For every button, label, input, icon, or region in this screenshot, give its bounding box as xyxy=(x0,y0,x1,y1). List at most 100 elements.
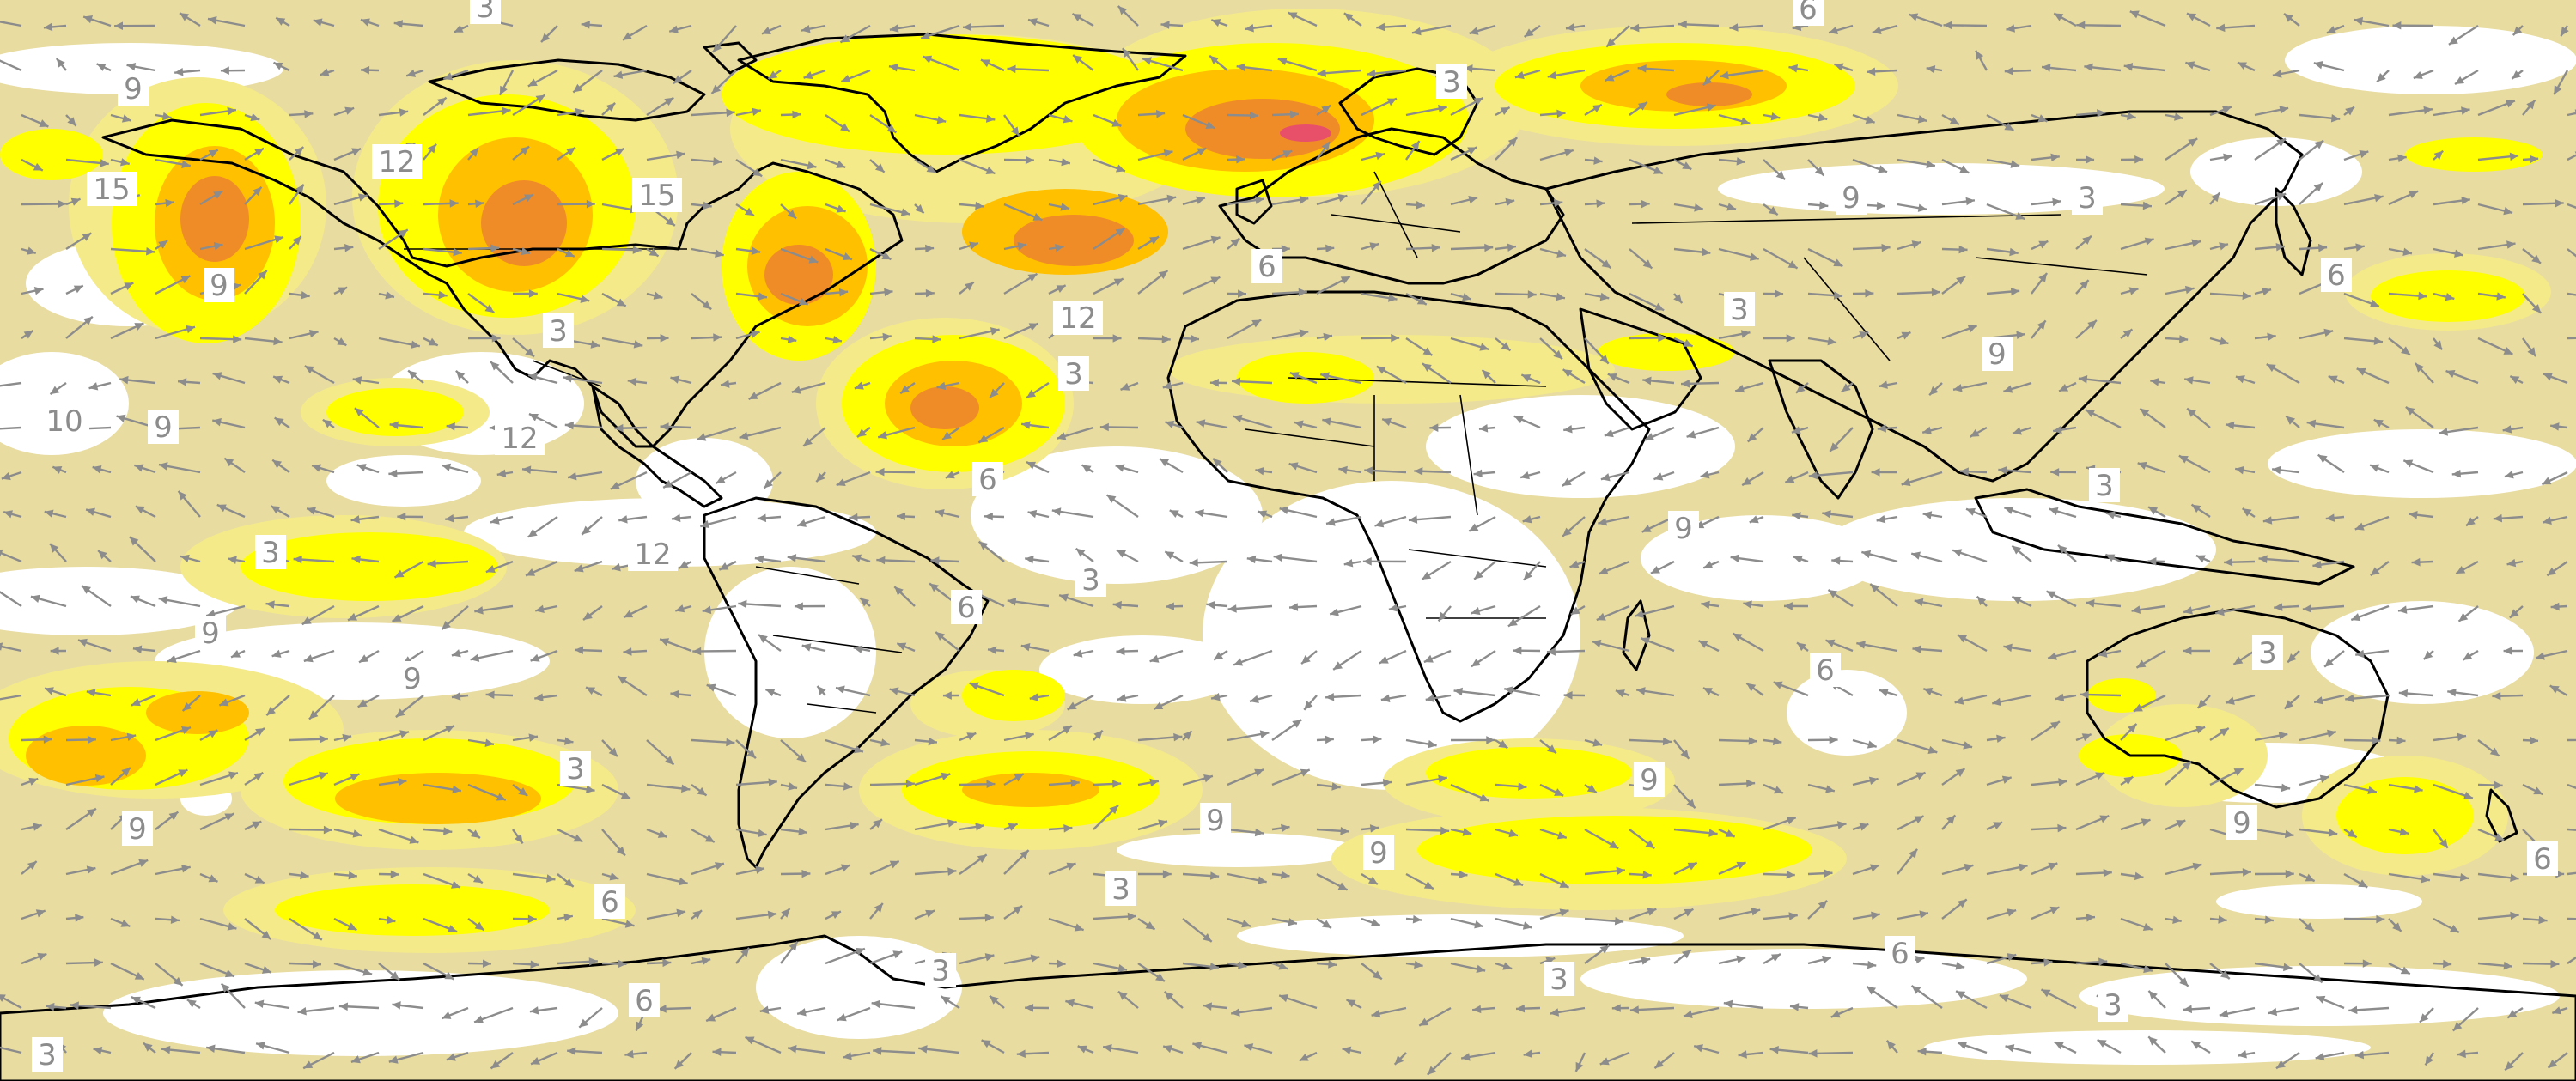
wind-arrow xyxy=(1718,779,1756,788)
wind-arrow xyxy=(1316,735,1334,744)
wind-arrow xyxy=(2567,203,2576,209)
wind-arrow xyxy=(601,917,635,928)
wind-arrow xyxy=(289,917,323,941)
wind-arrow xyxy=(1720,69,1764,80)
wind-arrow xyxy=(1271,329,1309,340)
wind-arrow xyxy=(393,560,424,579)
wind-arrow xyxy=(423,917,458,933)
wind-arrow xyxy=(1182,334,1200,343)
wind-arrow xyxy=(1910,551,1943,563)
wind-arrow xyxy=(2283,12,2300,27)
wind-arrow xyxy=(65,284,84,295)
wind-arrow xyxy=(0,549,22,563)
contour-label: 6 xyxy=(2527,841,2558,877)
wind-arrow xyxy=(825,158,846,169)
wind-arrow xyxy=(1408,515,1452,524)
wind-arrow xyxy=(155,240,168,250)
wind-arrow xyxy=(311,464,335,474)
wind-arrow xyxy=(2504,471,2524,479)
wind-arrow xyxy=(1245,23,1273,33)
wind-arrow xyxy=(2541,471,2568,486)
wind-arrow xyxy=(1986,775,2013,786)
wind-arrow xyxy=(2131,604,2166,614)
wind-arrow xyxy=(1025,555,1050,564)
wind-arrow xyxy=(1872,24,1898,35)
svg-text:12: 12 xyxy=(1059,301,1096,336)
wind-arrow xyxy=(1209,54,1228,71)
wind-arrow xyxy=(712,1048,737,1056)
wind-arrow xyxy=(303,649,335,663)
wind-arrow xyxy=(627,377,648,386)
wind-arrow xyxy=(244,185,263,205)
wind-arrow xyxy=(2550,602,2568,611)
wind-arrow xyxy=(825,947,866,965)
wind-arrow xyxy=(935,509,960,519)
wind-arrow xyxy=(85,507,112,519)
wind-arrow xyxy=(1763,912,1798,920)
wind-arrow xyxy=(712,25,737,53)
wind-arrow xyxy=(177,490,201,518)
wind-arrow xyxy=(1745,682,1764,696)
wind-arrow xyxy=(43,22,67,32)
wind-arrow xyxy=(1166,602,1184,611)
wind-arrow xyxy=(2567,917,2576,920)
wind-arrow xyxy=(378,199,404,208)
wind-arrow xyxy=(610,471,648,490)
wind-arrow xyxy=(794,602,826,610)
wind-arrow xyxy=(1700,471,1720,479)
wind-arrow xyxy=(962,22,1005,32)
wind-arrow xyxy=(65,958,103,967)
wind-arrow xyxy=(1921,426,1943,435)
wind-arrow xyxy=(735,158,763,178)
wind-arrow xyxy=(2299,243,2328,252)
wind-arrow xyxy=(601,246,642,254)
wind-arrow xyxy=(2147,557,2166,566)
wind-arrow xyxy=(1361,180,1382,205)
wind-arrow xyxy=(1473,469,1496,478)
wind-arrow xyxy=(0,21,22,27)
wind-arrow xyxy=(1421,560,1452,580)
wind-arrow xyxy=(2165,137,2198,161)
wind-arrow xyxy=(1405,738,1437,749)
wind-arrow xyxy=(1856,641,1898,653)
wind-arrow xyxy=(2234,465,2256,475)
wind-arrow xyxy=(780,908,791,920)
wind-arrow xyxy=(1908,13,1943,27)
wind-arrow xyxy=(2388,291,2427,301)
wind-arrow xyxy=(2049,507,2077,519)
wind-arrow xyxy=(2493,513,2524,523)
wind-arrow xyxy=(670,689,692,699)
wind-arrow xyxy=(333,962,373,976)
wind-arrow xyxy=(1673,739,1690,760)
wind-arrow xyxy=(977,426,1005,444)
wind-arrow xyxy=(1828,24,1854,34)
wind-arrow xyxy=(1405,201,1425,210)
wind-arrow xyxy=(1271,110,1300,119)
wind-arrow xyxy=(244,872,265,884)
wind-arrow xyxy=(1738,1050,1764,1059)
wind-arrow xyxy=(2165,963,2189,987)
wind-arrow xyxy=(601,337,643,349)
wind-arrow xyxy=(557,873,575,888)
wind-arrow xyxy=(455,369,469,384)
wind-arrow xyxy=(1495,828,1519,838)
wind-arrow xyxy=(2317,453,2345,473)
wind-arrow xyxy=(1027,509,1050,519)
svg-text:3: 3 xyxy=(2095,469,2114,503)
svg-text:3: 3 xyxy=(1111,872,1130,907)
wind-arrow xyxy=(614,423,648,433)
wind-arrow xyxy=(155,915,180,925)
wind-arrow xyxy=(2315,1051,2345,1061)
wind-arrow xyxy=(567,471,603,481)
wind-arrow xyxy=(271,649,290,658)
wind-arrow xyxy=(2542,515,2568,525)
contour-label: 3 xyxy=(1544,962,1574,997)
wind-arrow xyxy=(1901,471,1943,487)
wind-arrow xyxy=(764,688,782,697)
wind-arrow xyxy=(2433,149,2444,161)
wind-arrow xyxy=(1227,917,1251,928)
wind-arrow xyxy=(1411,24,1452,36)
wind-arrow xyxy=(1361,917,1381,926)
wind-arrow xyxy=(97,550,112,562)
wind-arrow xyxy=(2209,291,2251,301)
